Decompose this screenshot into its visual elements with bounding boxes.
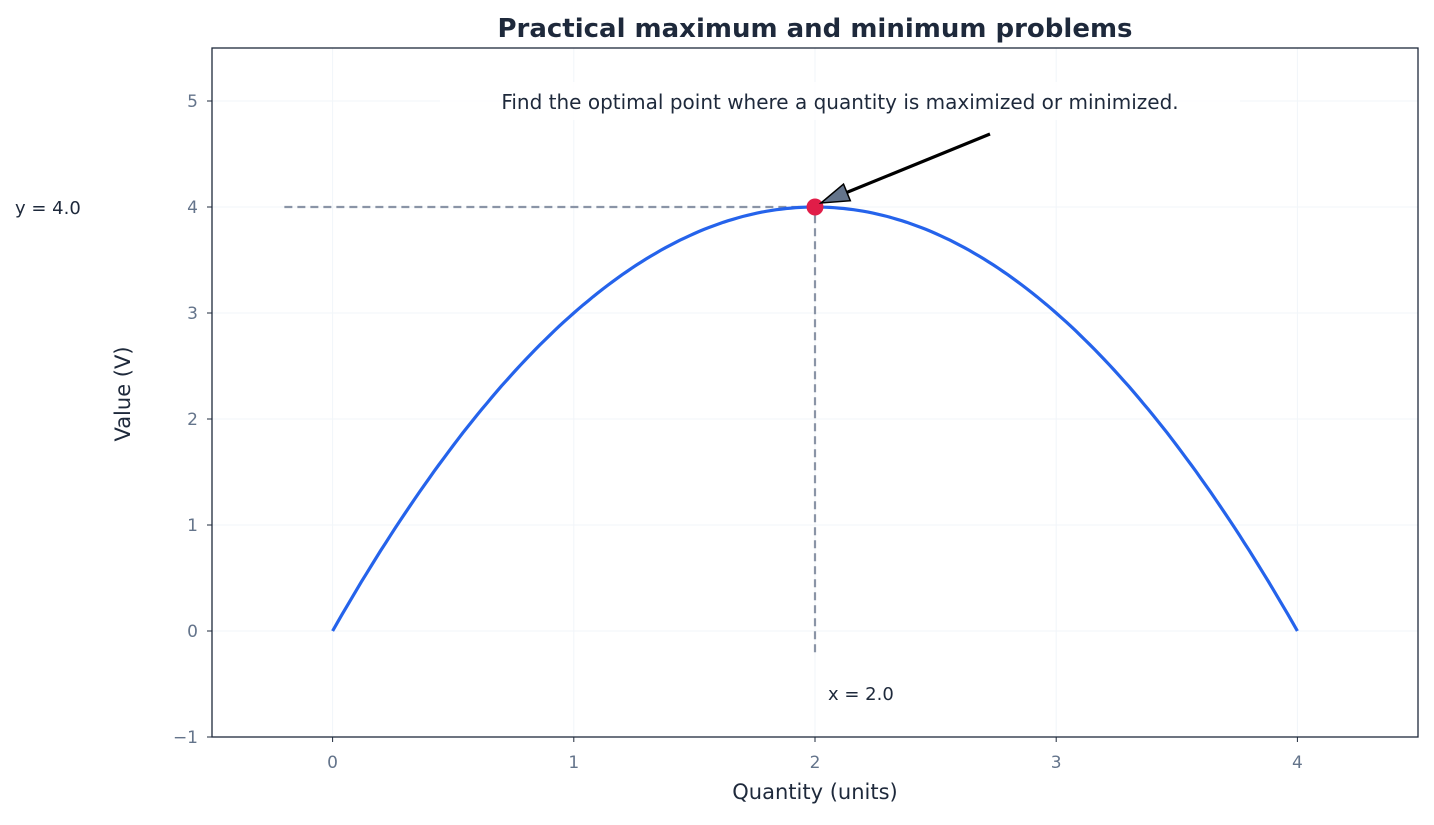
x-tick-label: 4 [1292,753,1303,773]
y-tick-label: 3 [187,304,198,324]
y-tick-label: −1 [173,728,198,748]
x-tick-label: 2 [810,753,821,773]
x-tick-label: 1 [568,753,579,773]
y-tick-label: 4 [187,198,198,218]
annotation-box [440,82,1240,120]
annotation-text: Find the optimal point where a quantity … [501,90,1178,114]
x-tick-label: 3 [1051,753,1062,773]
y-tick-label: 5 [187,92,198,112]
annotation-arrowhead [818,182,852,204]
ticks: 0 1 2 3 4 −1 0 1 2 3 4 5 [173,92,1303,773]
y-tick-label: 1 [187,516,198,536]
x-tick-label: 0 [327,753,338,773]
x-marker-label: x = 2.0 [828,684,894,705]
y-marker-label: y = 4.0 [15,198,81,219]
annotation-arrow [846,132,991,194]
y-tick-label: 0 [187,622,198,642]
y-tick-label: 2 [187,410,198,430]
optimum-point [806,198,824,216]
chart-title: Practical maximum and minimum problems [497,14,1132,44]
x-axis-label: Quantity (units) [732,780,897,804]
y-axis-label: Value (V) [111,346,135,441]
